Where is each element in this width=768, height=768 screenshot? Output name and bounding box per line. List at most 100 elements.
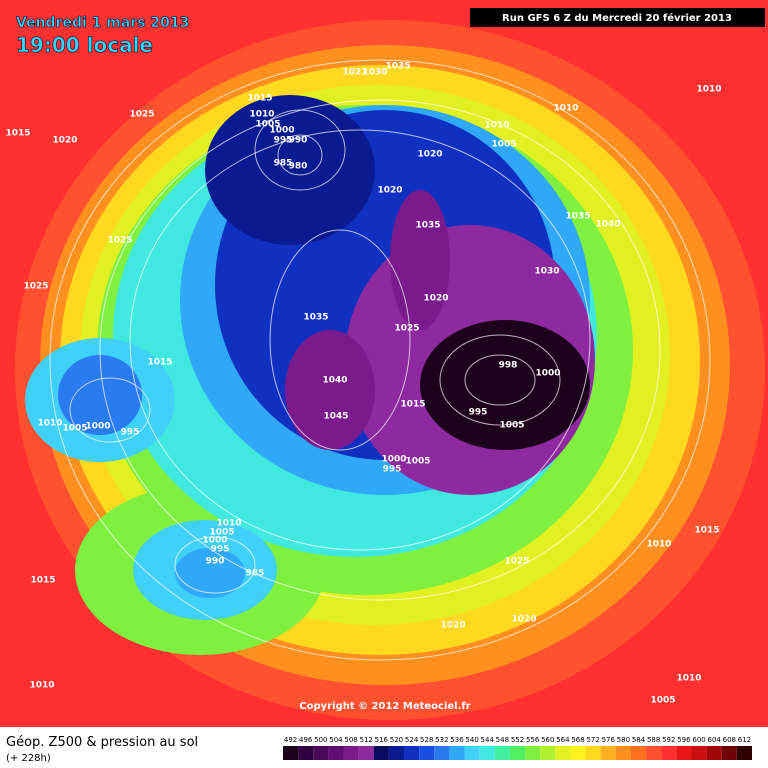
date: Vendredi 1 mars 2013 xyxy=(16,15,189,31)
pressure-label: 990 xyxy=(289,136,308,146)
colorbar-tick-label: 608 xyxy=(723,736,736,744)
colorbar-tick-label: 500 xyxy=(314,736,327,744)
colorbar-tick-label: 504 xyxy=(329,736,343,744)
colorbar-tick-label: 512 xyxy=(360,736,373,744)
pressure-label: 1020 xyxy=(423,294,448,304)
pressure-label: 1035 xyxy=(565,212,590,222)
colorbar-tick-label: 524 xyxy=(405,736,419,744)
pressure-label: 980 xyxy=(289,162,308,172)
pressure-label: 1021 xyxy=(342,68,367,78)
colorbar-tick-label: 492 xyxy=(284,736,297,744)
pressure-label: 1005 xyxy=(491,140,516,150)
colorbar-tick-label: 568 xyxy=(571,736,584,744)
colorbar-tick-label: 552 xyxy=(511,736,524,744)
pressure-label: 1005 xyxy=(405,457,430,467)
colorbar-cell xyxy=(630,746,647,760)
colorbar-tick-label: 528 xyxy=(420,736,433,744)
pressure-label: 1015 xyxy=(400,400,425,410)
geopotential-area xyxy=(390,190,450,330)
pressure-label: 1010 xyxy=(484,121,509,131)
colorbar-tick-label: 532 xyxy=(435,736,448,744)
colorbar-cell xyxy=(585,746,601,760)
colorbar-tick-label: 580 xyxy=(617,736,630,744)
colorbar-cell xyxy=(736,746,752,760)
run-box xyxy=(470,8,765,27)
colorbar-cell xyxy=(343,746,359,760)
pressure-label: 1030 xyxy=(362,68,387,78)
pressure-label: 1020 xyxy=(440,621,465,631)
colorbar-cell xyxy=(691,746,707,760)
pressure-label: 1020 xyxy=(417,150,442,160)
geopotential-area xyxy=(285,330,375,450)
geopotential-area xyxy=(58,355,142,435)
colorbar-cell xyxy=(525,746,541,760)
time: 19:00 locale xyxy=(16,33,153,57)
pressure-label: 1000 xyxy=(535,369,560,379)
geopotential-area xyxy=(420,320,590,450)
pressure-label: 1010 xyxy=(676,674,701,684)
isobar xyxy=(49,59,711,661)
pressure-label: 1040 xyxy=(595,220,620,230)
legend-title: Géop. Z500 & pression au sol xyxy=(6,735,198,750)
pressure-label: 1020 xyxy=(511,615,536,625)
pressure-label: 1035 xyxy=(415,221,440,231)
pressure-label: 1010 xyxy=(696,85,721,95)
colorbar-tick-label: 576 xyxy=(602,736,616,744)
map: 1015102010251015101010051000995990985980… xyxy=(0,0,768,727)
colorbar-cell xyxy=(464,746,480,760)
pressure-label: 1010 xyxy=(216,519,241,529)
pressure-label: 1010 xyxy=(553,104,578,114)
pressure-label: 1000 xyxy=(269,126,294,136)
pressure-label: 1005 xyxy=(62,424,87,434)
pressure-label: 1025 xyxy=(23,282,48,292)
colorbar-tick-label: 592 xyxy=(662,736,675,744)
pressure-label: 1005 xyxy=(499,421,524,431)
run-info: Run GFS 6 Z du Mercredi 20 février 2013 xyxy=(502,12,732,24)
geopotential-area xyxy=(205,95,375,245)
colorbar-tick-label: 548 xyxy=(496,736,509,744)
colorbar-tick-label: 508 xyxy=(344,736,357,744)
pressure-label: 1045 xyxy=(323,412,348,422)
isobar xyxy=(269,229,411,451)
isobar xyxy=(254,109,346,191)
pressure-label: 1020 xyxy=(52,136,77,146)
colorbar-cell xyxy=(373,746,389,760)
pressure-label: 1000 xyxy=(202,536,227,546)
isobar xyxy=(174,536,256,594)
colorbar-tick-label: 584 xyxy=(632,736,646,744)
pressure-label: 1035 xyxy=(303,313,328,323)
colorbar-tick-label: 560 xyxy=(541,736,554,744)
pressure-label: 1010 xyxy=(646,540,671,550)
pressure-label: 1040 xyxy=(322,376,347,386)
colorbar-cell xyxy=(721,746,737,760)
pressure-label: 985 xyxy=(274,159,293,169)
colorbar-tick-label: 572 xyxy=(586,736,599,744)
isobar xyxy=(99,99,661,601)
isobar xyxy=(439,334,561,426)
pressure-label: 1010 xyxy=(29,681,54,691)
colorbar-cell xyxy=(434,746,450,760)
isobar xyxy=(464,354,536,406)
pressure-label: 1005 xyxy=(650,696,675,706)
colorbar-tick-label: 556 xyxy=(526,736,540,744)
colorbar-tick-label: 496 xyxy=(299,736,313,744)
pressure-label: 1025 xyxy=(107,236,132,246)
colorbar-cell xyxy=(570,746,586,760)
colorbar-cell xyxy=(646,746,662,760)
pressure-label: 1025 xyxy=(129,110,154,120)
colorbar-cell xyxy=(419,746,435,760)
pressure-label: 985 xyxy=(246,569,265,579)
isobar xyxy=(129,129,591,551)
colorbar-tick-label: 600 xyxy=(692,736,705,744)
colorbar-tick-label: 516 xyxy=(375,736,389,744)
pressure-label: 1020 xyxy=(377,186,402,196)
colorbar-cell xyxy=(676,746,692,760)
pressure-label: 1010 xyxy=(249,110,274,120)
isobar xyxy=(277,134,323,176)
pressure-label: 1035 xyxy=(385,62,410,72)
colorbar-tick-label: 588 xyxy=(647,736,660,744)
colorbar-tick-label: 540 xyxy=(465,736,478,744)
colorbar-cell xyxy=(555,746,571,760)
colorbar-cell xyxy=(494,746,510,760)
